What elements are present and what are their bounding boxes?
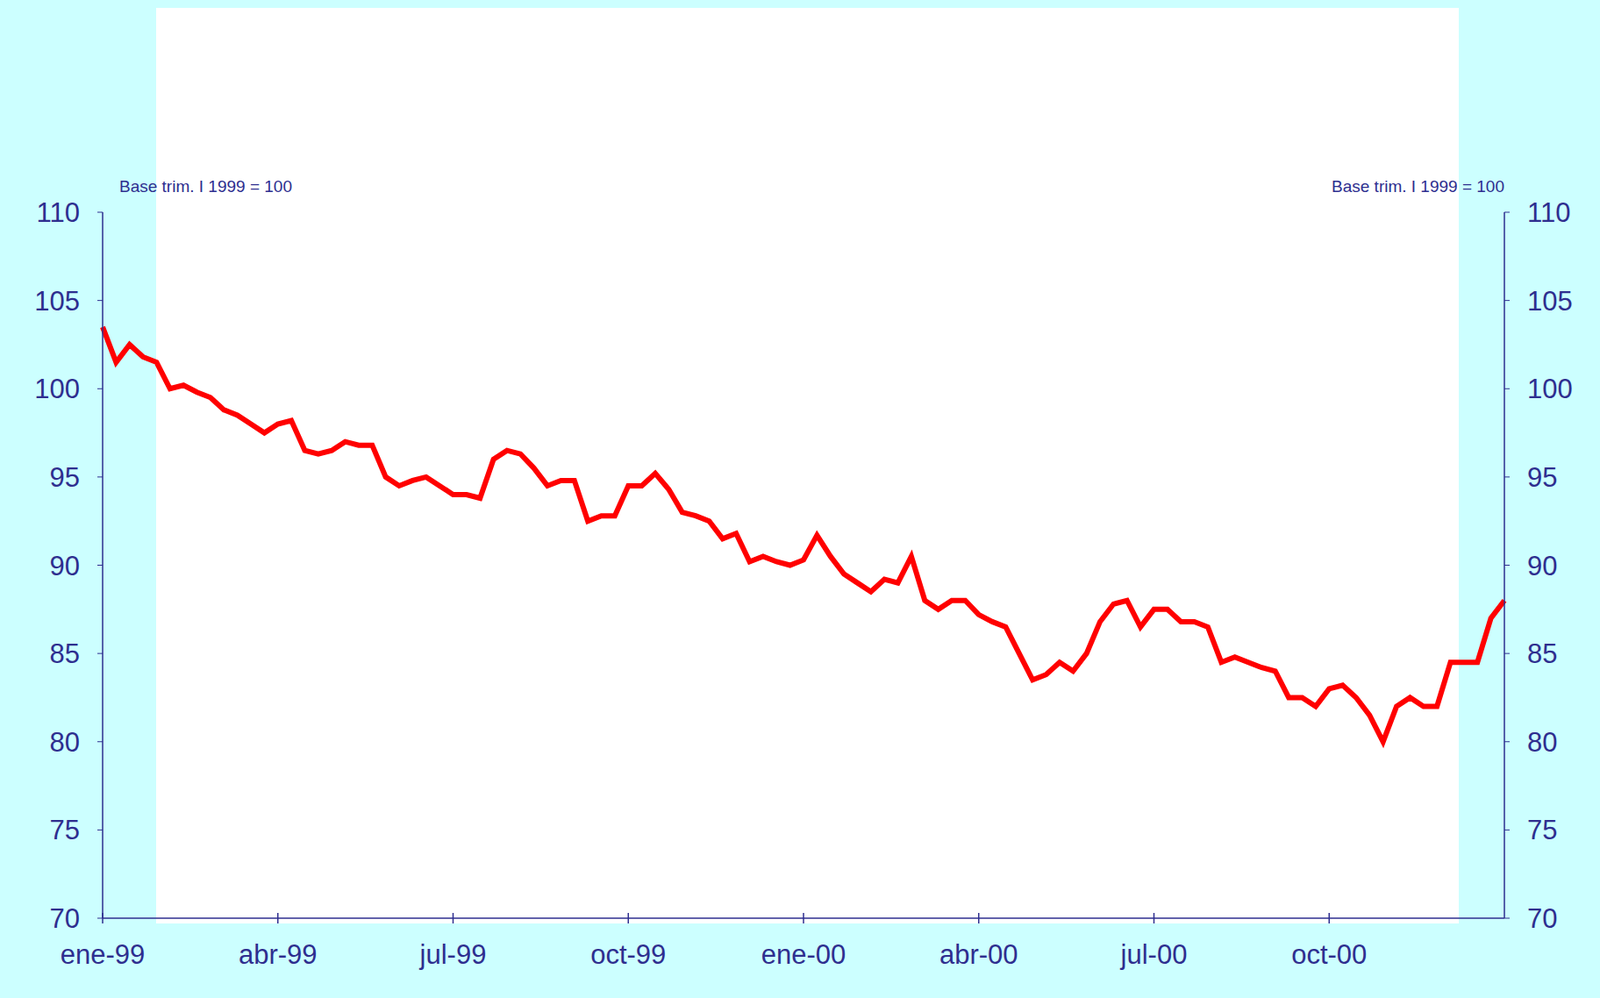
svg-text:75: 75 — [1527, 814, 1558, 846]
svg-text:jul-99: jul-99 — [419, 939, 487, 971]
svg-text:85: 85 — [50, 638, 80, 670]
svg-text:90: 90 — [50, 550, 80, 582]
svg-text:100: 100 — [34, 373, 80, 405]
svg-text:85: 85 — [1527, 638, 1558, 670]
svg-text:ene-99: ene-99 — [60, 939, 146, 971]
svg-text:oct-99: oct-99 — [590, 939, 666, 971]
svg-text:110: 110 — [36, 197, 80, 229]
svg-text:105: 105 — [34, 285, 80, 317]
svg-text:jul-00: jul-00 — [1120, 939, 1188, 971]
svg-text:90: 90 — [1527, 550, 1558, 582]
svg-text:95: 95 — [50, 462, 80, 493]
svg-text:abr-00: abr-00 — [939, 939, 1019, 971]
svg-text:70: 70 — [50, 903, 80, 935]
svg-text:100: 100 — [1527, 373, 1573, 405]
svg-text:oct-00: oct-00 — [1291, 939, 1367, 971]
svg-text:110: 110 — [1527, 197, 1571, 229]
svg-text:ene-00: ene-00 — [761, 939, 847, 971]
svg-text:70: 70 — [1527, 903, 1558, 935]
svg-text:80: 80 — [50, 727, 80, 758]
svg-text:75: 75 — [50, 814, 80, 846]
svg-text:95: 95 — [1527, 462, 1558, 493]
svg-text:105: 105 — [1527, 285, 1573, 317]
svg-text:abr-99: abr-99 — [238, 939, 318, 971]
html-text:Base trim. I 1999 = 100: Base trim. I 1999 = 100 — [1331, 177, 1505, 196]
svg-text:80: 80 — [1527, 727, 1558, 758]
html-text:Base trim. I 1999 = 100: Base trim. I 1999 = 100 — [119, 177, 293, 196]
